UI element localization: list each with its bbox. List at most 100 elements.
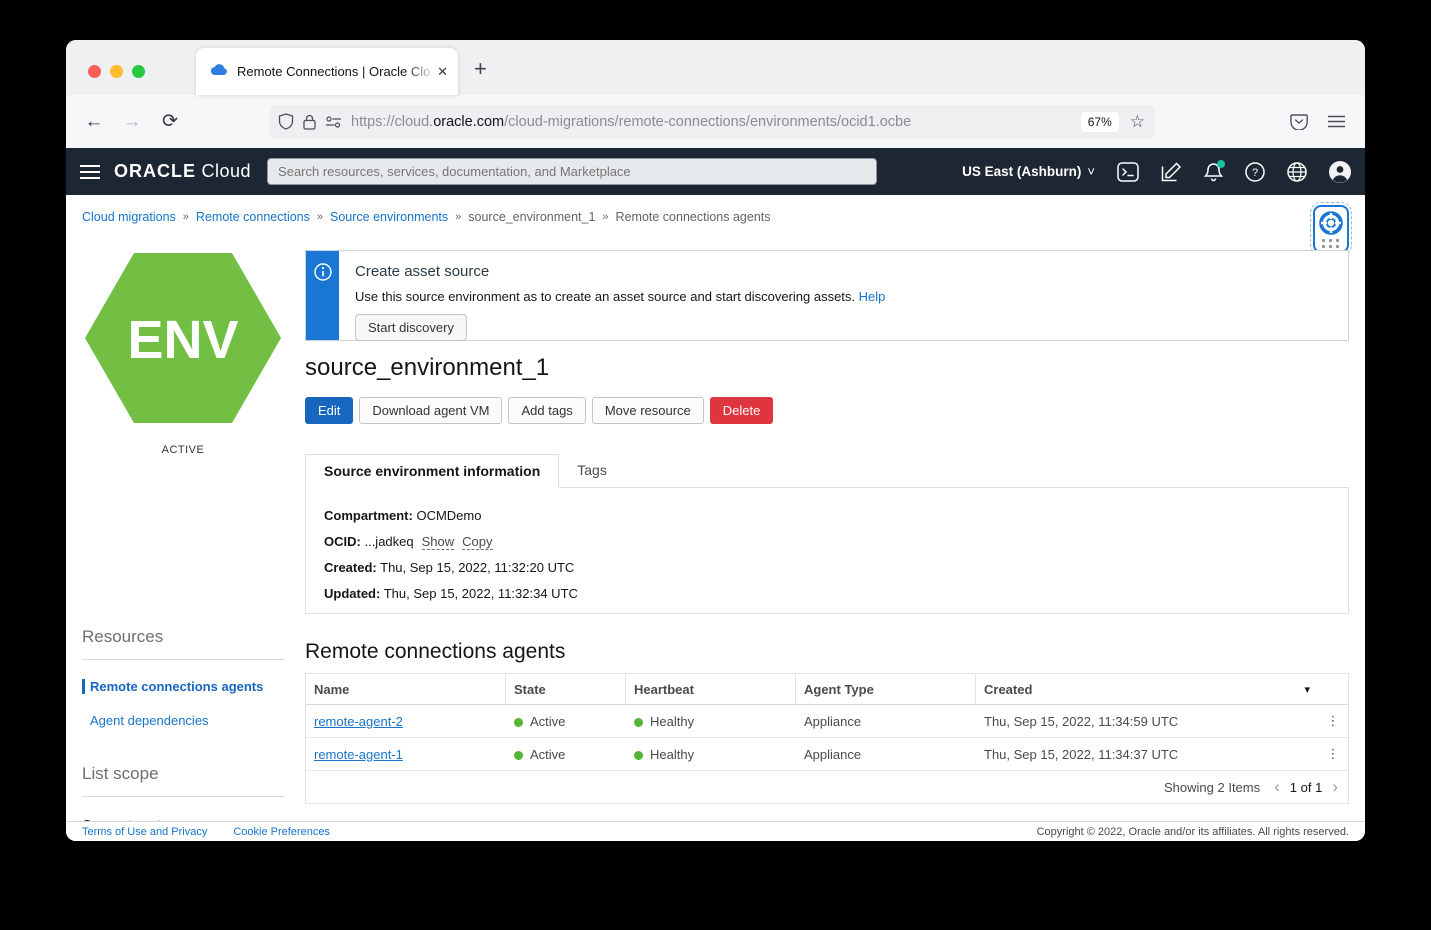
chevron-down-icon: ˅: [1087, 164, 1095, 179]
nav-menu-icon[interactable]: [80, 164, 100, 179]
row-actions-kebab-icon[interactable]: ⋮: [1326, 746, 1340, 761]
language-globe-icon[interactable]: [1287, 161, 1307, 182]
list-scope-heading: List scope: [82, 764, 159, 783]
next-page-icon[interactable]: ›: [1332, 777, 1338, 796]
back-icon[interactable]: ←: [84, 110, 104, 132]
new-tab-button[interactable]: +: [474, 56, 487, 81]
resource-icon-block: ENV ACTIVE: [82, 253, 284, 456]
divider: [82, 796, 284, 797]
lock-icon[interactable]: [303, 114, 316, 130]
column-header-agent-type[interactable]: Agent Type: [796, 674, 976, 704]
browser-tab[interactable]: Remote Connections | Oracle Clo ✕: [196, 48, 458, 95]
sort-caret-icon[interactable]: ▾: [1304, 683, 1310, 696]
edit-button[interactable]: Edit: [305, 397, 354, 424]
agent-link[interactable]: remote-agent-2: [314, 713, 403, 729]
info-panel: Compartment: OCMDemo OCID: ...jadkeq Show…: [305, 488, 1349, 614]
detail-tabs: Source environment information Tags: [305, 454, 1349, 488]
page-indicator: 1 of 1: [1289, 779, 1323, 795]
breadcrumb-remote-connections[interactable]: Remote connections: [195, 210, 310, 224]
breadcrumb-cloud-migrations[interactable]: Cloud migrations: [82, 210, 176, 224]
info-icon: [313, 263, 332, 281]
cookie-preferences-link[interactable]: Cookie Preferences: [233, 825, 330, 838]
reload-icon[interactable]: ⟳: [162, 111, 178, 132]
agent-link[interactable]: remote-agent-1: [314, 746, 403, 762]
bookmark-star-icon[interactable]: ☆: [1129, 111, 1145, 131]
env-hexagon-icon: ENV: [85, 253, 281, 423]
console-search-input[interactable]: [267, 158, 878, 185]
breadcrumb-source-environments[interactable]: Source environments: [330, 210, 449, 224]
terms-link[interactable]: Terms of Use and Privacy: [82, 825, 208, 838]
announcements-icon[interactable]: [1161, 161, 1182, 182]
divider: [82, 659, 284, 660]
move-resource-button[interactable]: Move resource: [591, 397, 704, 424]
state-dot-icon: [514, 750, 523, 760]
banner-title: Create asset source: [355, 263, 490, 280]
status-badge: ACTIVE: [161, 444, 205, 456]
copyright-text: Copyright © 2022, Oracle and/or its affi…: [1036, 825, 1349, 838]
agents-table: Name State Heartbeat Agent Type Created ▾…: [305, 673, 1349, 804]
url-bar[interactable]: https://cloud.oracle.com/cloud-migration…: [270, 104, 1155, 139]
heartbeat-dot-icon: [634, 750, 643, 760]
menu-hamburger-icon[interactable]: [1328, 115, 1345, 128]
main-column: Create asset source Use this source envi…: [305, 250, 1349, 804]
resources-heading: Resources: [82, 627, 164, 646]
show-ocid-link[interactable]: Show: [421, 534, 455, 550]
row-actions-kebab-icon[interactable]: ⋮: [1326, 713, 1340, 728]
region-selector[interactable]: US East (Ashburn) ˅: [962, 164, 1095, 179]
help-icon[interactable]: ?: [1245, 161, 1265, 182]
table-pagination: Showing 2 Items ‹ 1 of 1 ›: [306, 771, 1348, 803]
url-text[interactable]: https://cloud.oracle.com/cloud-migration…: [351, 113, 912, 130]
permissions-icon[interactable]: [325, 115, 342, 128]
drag-handle-icon[interactable]: [1322, 238, 1340, 248]
prev-page-icon[interactable]: ‹: [1274, 777, 1280, 796]
cloud-shell-icon[interactable]: [1117, 161, 1139, 182]
sidebar-item-agent-dependencies[interactable]: Agent dependencies: [90, 713, 209, 728]
banner-stripe: [306, 251, 339, 340]
column-header-heartbeat[interactable]: Heartbeat: [626, 674, 796, 704]
tab-tags[interactable]: Tags: [577, 462, 607, 478]
breadcrumb-separator: »: [316, 211, 323, 223]
add-tags-button[interactable]: Add tags: [508, 397, 586, 424]
page-content: Cloud migrations » Remote connections » …: [66, 195, 1365, 841]
state-dot-icon: [514, 717, 523, 727]
column-header-name[interactable]: Name: [306, 674, 506, 704]
browser-window: Remote Connections | Oracle Clo ✕ + ← → …: [66, 40, 1365, 841]
sidebar-item-remote-connections-agents[interactable]: Remote connections agents: [82, 679, 284, 694]
pocket-icon[interactable]: [1290, 113, 1308, 130]
close-tab-icon[interactable]: ✕: [437, 63, 448, 79]
column-header-actions: [1318, 674, 1348, 704]
action-buttons: Edit Download agent VM Add tags Move res…: [305, 397, 1349, 424]
table-row: remote-agent-2 Active Healthy Appliance …: [306, 705, 1348, 738]
breadcrumb: Cloud migrations » Remote connections » …: [82, 210, 771, 224]
zoom-level-badge[interactable]: 67%: [1080, 111, 1119, 132]
ocid-row: OCID: ...jadkeq Show Copy: [324, 534, 493, 550]
column-header-created[interactable]: Created ▾: [984, 681, 1310, 697]
minimize-window-button[interactable]: [110, 65, 123, 78]
breadcrumb-current-env: source_environment_1: [468, 210, 596, 224]
zoom-window-button[interactable]: [132, 65, 145, 78]
cloud-favicon-icon: [210, 63, 228, 81]
window-controls: [88, 65, 145, 78]
forward-icon[interactable]: →: [122, 110, 142, 132]
svg-text:?: ?: [1252, 167, 1258, 179]
oracle-cloud-logo[interactable]: ORACLE Cloud: [114, 161, 252, 181]
breadcrumb-separator: »: [455, 211, 462, 223]
download-agent-vm-button[interactable]: Download agent VM: [359, 397, 503, 424]
table-row: remote-agent-1 Active Healthy Appliance …: [306, 738, 1348, 771]
console-footer: Terms of Use and Privacy Cookie Preferen…: [66, 821, 1365, 841]
profile-avatar[interactable]: [1329, 160, 1351, 183]
copy-ocid-link[interactable]: Copy: [462, 534, 493, 550]
tab-source-environment-information[interactable]: Source environment information: [305, 454, 560, 488]
table-header-row: Name State Heartbeat Agent Type Created ▾: [306, 674, 1348, 705]
support-widget[interactable]: [1310, 202, 1352, 256]
heartbeat-dot-icon: [634, 717, 643, 727]
start-discovery-button[interactable]: Start discovery: [355, 314, 467, 341]
notifications-bell-icon[interactable]: [1204, 159, 1225, 182]
help-link[interactable]: Help: [858, 289, 886, 304]
tracking-shield-icon[interactable]: [278, 113, 294, 130]
delete-button[interactable]: Delete: [709, 397, 774, 424]
breadcrumb-current-page: Remote connections agents: [615, 210, 771, 224]
close-window-button[interactable]: [88, 65, 101, 78]
column-header-state[interactable]: State: [506, 674, 626, 704]
lifebuoy-icon: [1319, 210, 1343, 235]
